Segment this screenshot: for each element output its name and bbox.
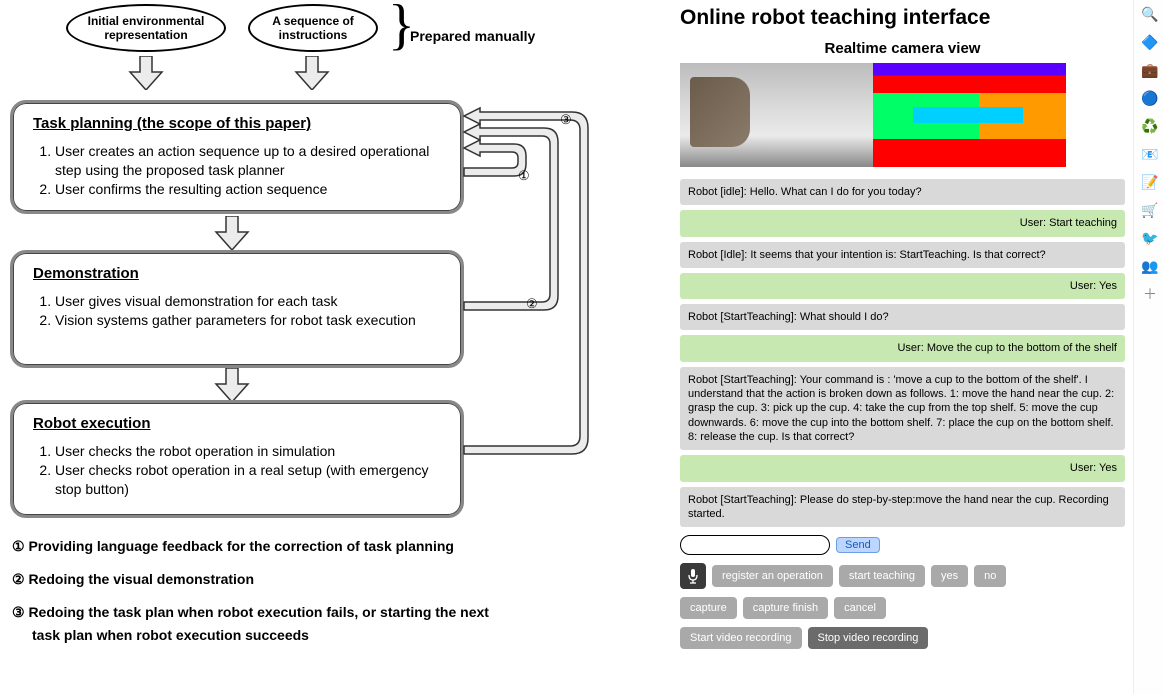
send-button[interactable]: Send [836,537,880,553]
chat-bubble-user: User: Yes [680,273,1125,299]
legend-item-3a: ③ Redoing the task plan when robot execu… [12,602,602,623]
circle-num-3: ③ [560,112,572,128]
chat-bubble-robot: Robot [StartTeaching]: What should I do? [680,304,1125,330]
add-icon[interactable]: ＋ [1134,280,1165,308]
start-video-button[interactable]: Start video recording [680,627,802,649]
legend-item-2: ② Redoing the visual demonstration [12,569,602,590]
box-title: Task planning (the scope of this paper) [33,115,445,132]
flowchart-panel: Initial environmental representation A s… [0,0,620,694]
start-teaching-button[interactable]: start teaching [839,565,925,587]
ellipse-instructions: A sequence of instructions [248,4,378,52]
box-item: User gives visual demonstration for each… [55,292,445,311]
box-demonstration: Demonstration User gives visual demonstr… [10,250,464,368]
input-row: Send [680,535,1125,555]
box-item: User checks robot operation in a real se… [55,461,445,499]
legend-item-3b: task plan when robot execution succeeds [12,625,602,646]
chat-bubble-user: User: Yes [680,455,1125,481]
box-title: Demonstration [33,265,445,282]
interface-title: Online robot teaching interface [680,6,1125,30]
box-robot-execution: Robot execution User checks the robot op… [10,400,464,518]
chat-bubble-robot: Robot [StartTeaching]: Your command is :… [680,367,1125,450]
box-task-planning: Task planning (the scope of this paper) … [10,100,464,214]
app-icon-bar: 🔍 🔷 💼 🔵 ♻️ 📧 📝 🛒 🐦 👥 ＋ [1133,0,1165,694]
search-icon[interactable]: 🔍 [1134,0,1165,28]
box-item: User checks the robot operation in simul… [55,442,445,461]
teams-icon[interactable]: 👥 [1134,252,1165,280]
chat-bubble-user: User: Start teaching [680,210,1125,236]
legend-item-1: ① Providing language feedback for the co… [12,536,602,557]
briefcase-icon[interactable]: 💼 [1134,56,1165,84]
mail-icon[interactable]: 📧 [1134,140,1165,168]
camera-rgb-view [680,63,873,167]
mic-button[interactable] [680,563,706,589]
chat-bubble-robot: Robot [Idle]: It seems that your intenti… [680,242,1125,268]
capture-button[interactable]: capture [680,597,737,619]
button-row-1: register an operation start teaching yes… [680,563,1125,589]
box-item: User creates an action sequence up to a … [55,142,445,180]
camera-title: Realtime camera view [680,40,1125,57]
label-prepared-manually: Prepared manually [410,28,535,44]
camera-row [680,63,1125,167]
arrow-down [212,216,252,250]
arrow-down [126,56,166,90]
chat-bubble-robot: Robot [idle]: Hello. What can I do for y… [680,179,1125,205]
yes-button[interactable]: yes [931,565,968,587]
box-item: User confirms the resulting action seque… [55,180,445,199]
chat-bubble-user: User: Move the cup to the bottom of the … [680,335,1125,361]
button-row-3: Start video recording Stop video recordi… [680,627,1125,649]
arrow-down [212,368,252,402]
arrow-down [292,56,332,90]
box-item: Vision systems gather parameters for rob… [55,311,445,330]
app-icon[interactable]: 🔷 [1134,28,1165,56]
note-icon[interactable]: 📝 [1134,168,1165,196]
app-icon[interactable]: 🔵 [1134,84,1165,112]
capture-finish-button[interactable]: capture finish [743,597,828,619]
button-row-2: capture capture finish cancel [680,597,1125,619]
stop-video-button[interactable]: Stop video recording [808,627,929,649]
ellipse-initial-env: Initial environmental representation [66,4,226,52]
cancel-button[interactable]: cancel [834,597,886,619]
recycling-icon[interactable]: ♻️ [1134,112,1165,140]
feedback-arrow-3 [464,108,604,471]
interface-panel: Online robot teaching interface Realtime… [680,0,1125,694]
no-button[interactable]: no [974,565,1006,587]
box-title: Robot execution [33,415,445,432]
chat-input[interactable] [680,535,830,555]
camera-depth-view [873,63,1066,167]
cart-icon[interactable]: 🛒 [1134,196,1165,224]
legend: ① Providing language feedback for the co… [12,536,602,658]
chat-bubble-robot: Robot [StartTeaching]: Please do step-by… [680,487,1125,528]
chat-log: Robot [idle]: Hello. What can I do for y… [680,179,1125,519]
twitter-icon[interactable]: 🐦 [1134,224,1165,252]
register-operation-button[interactable]: register an operation [712,565,833,587]
